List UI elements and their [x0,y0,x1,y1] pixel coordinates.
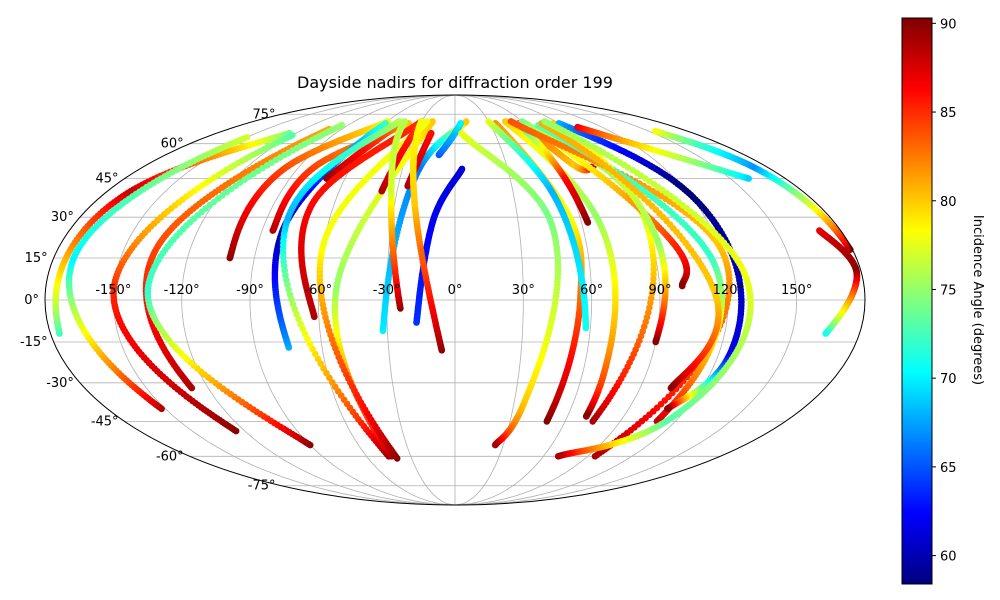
grid-meridian [454,94,798,506]
grid-meridian [454,94,524,506]
colorbar-ticks: 60 65 70 75 80 85 90 [932,17,957,565]
longitude-tick-labels: -150° -120° -90° -60° -30° 0° 30° 60° 90° 120° 150… [95,283,812,298]
lon-tick-label: -150° [95,283,131,298]
nadir-track [816,227,861,337]
nadir-point [289,131,296,139]
nadir-point [589,418,596,425]
lat-tick-label: -75° [248,479,276,494]
nadir-point [457,120,465,127]
nadir-point [582,413,590,420]
lat-tick-label: 0° [24,293,39,308]
nadir-point [299,325,307,333]
nadir-point [664,405,671,413]
nadir-track [387,118,409,312]
nadir-point [418,118,425,125]
lon-tick-label: 0° [448,283,463,298]
lon-tick-label: -90° [236,283,264,298]
nadir-point [429,118,436,125]
nadir-point [667,384,675,392]
nadir-track [110,131,296,435]
lat-tick-label: 45° [96,172,119,187]
nadir-track [142,125,333,392]
nadir-point [554,453,562,460]
lat-tick-label: -60° [156,449,184,464]
colorbar: 60 65 70 75 80 85 90 Incidence Angle (degrees) [901,17,985,585]
colorbar-tick-label: 70 [940,372,957,387]
nadir-point [678,282,686,290]
lat-tick-label: -45° [91,414,119,429]
colorbar-tick-label: 90 [940,17,957,32]
nadir-point [338,121,346,129]
nadir-point [543,418,551,425]
nadir-track [65,134,251,413]
nadir-point [312,350,319,358]
nadir-point [745,175,752,182]
lon-tick-label: -120° [164,283,200,298]
nadir-point [291,305,299,313]
nadir-point [591,453,599,460]
nadir-point [243,134,251,141]
lat-tick-label: 75° [252,107,275,122]
nadir-point [304,335,311,343]
nadir-point [423,118,431,125]
nadir-point [462,118,470,125]
nadir-point [382,120,390,127]
nadir-point [401,118,409,125]
lon-tick-label: 30° [512,283,535,298]
nadir-point [293,310,300,318]
colorbar-tick-label: 60 [940,550,957,565]
lon-tick-label: 90° [648,283,671,298]
nadir-point [822,330,829,337]
colorbar-tick-label: 85 [940,106,957,121]
lon-tick-label: 60° [580,283,603,298]
nadir-point [297,320,304,328]
nadir-point [582,324,590,332]
lon-tick-label: -60° [304,283,332,298]
nadir-track [144,121,346,449]
nadir-point [320,365,327,372]
nadir-point [306,340,314,348]
lat-tick-label: -15° [20,335,48,350]
nadir-track [279,118,403,460]
nadir-tracks [52,118,861,462]
nadir-point [309,345,316,353]
nadir-point [584,219,592,226]
nadir-point [491,441,499,449]
colorbar-gradient [901,17,933,585]
colorbar-label: Incidence Angle (degrees) [970,215,985,385]
grid-meridian [249,94,456,506]
nadir-point [301,330,309,338]
lat-tick-label: 60° [161,137,184,152]
nadir-point [295,315,302,323]
nadir-point [427,129,435,137]
lon-tick-label: 120° [713,283,744,298]
nadir-point [651,127,659,135]
nadir-point [317,360,325,368]
lat-tick-label: 15° [25,251,48,266]
lon-tick-label: -30° [373,283,401,298]
colorbar-tick-label: 80 [940,195,957,210]
nadir-point [314,355,322,363]
lon-tick-label: 150° [781,283,812,298]
nadir-track [507,118,733,460]
colorbar-tick-label: 75 [940,283,957,298]
nadir-point [652,338,659,346]
lat-tick-label: -30° [46,376,74,391]
colorbar-tick-label: 65 [940,461,957,476]
nadir-point [458,165,466,173]
lat-tick-label: 30° [51,210,74,225]
chart-title: Dayside nadirs for diffraction order 199 [297,73,613,92]
